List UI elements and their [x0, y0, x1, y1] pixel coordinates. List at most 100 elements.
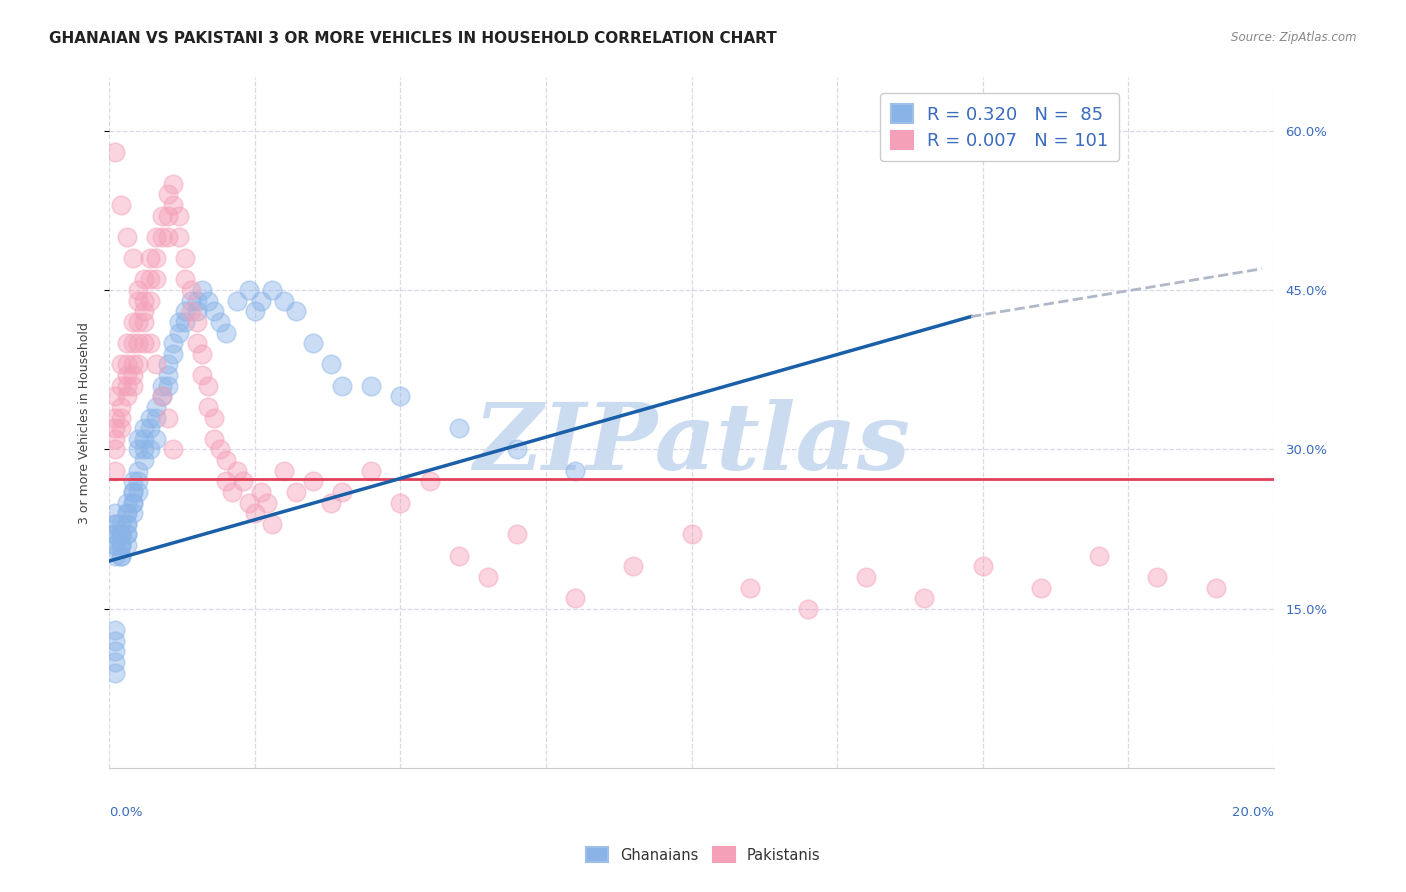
- Point: [156, 358, 179, 372]
- Point: [110, 549, 132, 563]
- Point: [104, 442, 127, 457]
- Point: [127, 283, 149, 297]
- Point: [115, 358, 138, 372]
- Point: [110, 516, 132, 531]
- Point: [110, 549, 132, 563]
- Point: [186, 315, 208, 329]
- Point: [738, 581, 761, 595]
- Point: [115, 506, 138, 520]
- Point: [226, 293, 249, 308]
- Point: [564, 464, 586, 478]
- Point: [115, 336, 138, 351]
- Point: [197, 293, 219, 308]
- Point: [202, 410, 225, 425]
- Point: [167, 315, 190, 329]
- Point: [174, 251, 197, 265]
- Point: [115, 368, 138, 382]
- Point: [139, 272, 162, 286]
- Text: GHANAIAN VS PAKISTANI 3 OR MORE VEHICLES IN HOUSEHOLD CORRELATION CHART: GHANAIAN VS PAKISTANI 3 OR MORE VEHICLES…: [49, 31, 778, 46]
- Point: [506, 527, 529, 541]
- Point: [226, 464, 249, 478]
- Point: [150, 209, 173, 223]
- Point: [1146, 570, 1168, 584]
- Point: [110, 527, 132, 541]
- Point: [145, 358, 167, 372]
- Point: [167, 230, 190, 244]
- Point: [156, 378, 179, 392]
- Point: [134, 272, 156, 286]
- Point: [284, 304, 307, 318]
- Point: [104, 623, 127, 637]
- Point: [121, 484, 143, 499]
- Point: [855, 570, 877, 584]
- Point: [127, 475, 149, 489]
- Point: [121, 475, 143, 489]
- Point: [419, 475, 441, 489]
- Point: [186, 336, 208, 351]
- Point: [477, 570, 499, 584]
- Point: [104, 506, 127, 520]
- Point: [273, 464, 295, 478]
- Point: [273, 293, 295, 308]
- Text: 20.0%: 20.0%: [1232, 806, 1274, 819]
- Point: [127, 293, 149, 308]
- Point: [145, 400, 167, 414]
- Point: [797, 602, 820, 616]
- Point: [191, 347, 214, 361]
- Point: [115, 230, 138, 244]
- Point: [249, 293, 271, 308]
- Point: [104, 527, 127, 541]
- Point: [186, 304, 208, 318]
- Point: [162, 347, 184, 361]
- Point: [127, 484, 149, 499]
- Point: [156, 230, 179, 244]
- Point: [127, 358, 149, 372]
- Point: [202, 432, 225, 446]
- Point: [110, 538, 132, 552]
- Point: [134, 315, 156, 329]
- Point: [139, 410, 162, 425]
- Point: [302, 336, 325, 351]
- Point: [1205, 581, 1227, 595]
- Point: [115, 378, 138, 392]
- Point: [104, 421, 127, 435]
- Point: [150, 389, 173, 403]
- Point: [249, 484, 271, 499]
- Point: [162, 198, 184, 212]
- Point: [104, 516, 127, 531]
- Point: [174, 315, 197, 329]
- Point: [506, 442, 529, 457]
- Point: [134, 293, 156, 308]
- Point: [145, 410, 167, 425]
- Point: [121, 336, 143, 351]
- Point: [110, 527, 132, 541]
- Point: [262, 516, 284, 531]
- Point: [197, 378, 219, 392]
- Point: [139, 421, 162, 435]
- Point: [110, 538, 132, 552]
- Point: [110, 378, 132, 392]
- Point: [360, 464, 382, 478]
- Point: [145, 230, 167, 244]
- Point: [156, 410, 179, 425]
- Point: [110, 198, 132, 212]
- Point: [238, 283, 260, 297]
- Point: [145, 272, 167, 286]
- Point: [139, 251, 162, 265]
- Point: [215, 475, 238, 489]
- Point: [110, 527, 132, 541]
- Point: [121, 368, 143, 382]
- Point: [127, 432, 149, 446]
- Point: [104, 655, 127, 669]
- Point: [145, 432, 167, 446]
- Legend: Ghanaians, Pakistanis: Ghanaians, Pakistanis: [581, 841, 825, 869]
- Point: [134, 421, 156, 435]
- Point: [232, 475, 254, 489]
- Point: [180, 283, 202, 297]
- Point: [104, 665, 127, 680]
- Point: [330, 484, 353, 499]
- Point: [104, 516, 127, 531]
- Point: [104, 538, 127, 552]
- Point: [180, 304, 202, 318]
- Text: Source: ZipAtlas.com: Source: ZipAtlas.com: [1232, 31, 1357, 45]
